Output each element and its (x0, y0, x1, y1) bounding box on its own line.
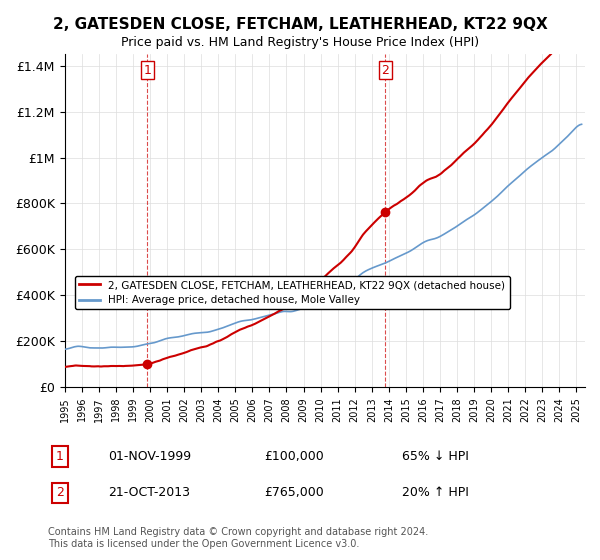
Text: 2: 2 (382, 64, 389, 77)
Text: 65% ↓ HPI: 65% ↓ HPI (402, 450, 469, 463)
Legend: 2, GATESDEN CLOSE, FETCHAM, LEATHERHEAD, KT22 9QX (detached house), HPI: Average: 2, GATESDEN CLOSE, FETCHAM, LEATHERHEAD,… (75, 276, 509, 310)
Text: Price paid vs. HM Land Registry's House Price Index (HPI): Price paid vs. HM Land Registry's House … (121, 36, 479, 49)
Text: Contains HM Land Registry data © Crown copyright and database right 2024.
This d: Contains HM Land Registry data © Crown c… (48, 527, 428, 549)
Text: 21-OCT-2013: 21-OCT-2013 (108, 486, 190, 500)
Text: £100,000: £100,000 (264, 450, 324, 463)
Text: 2: 2 (56, 486, 64, 500)
Text: 20% ↑ HPI: 20% ↑ HPI (402, 486, 469, 500)
Text: 2, GATESDEN CLOSE, FETCHAM, LEATHERHEAD, KT22 9QX: 2, GATESDEN CLOSE, FETCHAM, LEATHERHEAD,… (53, 17, 547, 32)
Text: 01-NOV-1999: 01-NOV-1999 (108, 450, 191, 463)
Text: £765,000: £765,000 (264, 486, 324, 500)
Text: 1: 1 (143, 64, 151, 77)
Text: 1: 1 (56, 450, 64, 463)
